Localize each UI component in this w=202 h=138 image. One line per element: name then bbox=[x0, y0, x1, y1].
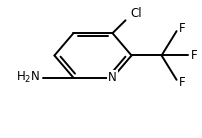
Text: F: F bbox=[178, 22, 184, 35]
Text: F: F bbox=[190, 49, 196, 62]
Text: H$_2$N: H$_2$N bbox=[16, 70, 40, 85]
Text: N: N bbox=[108, 71, 116, 84]
Text: F: F bbox=[178, 76, 184, 89]
Text: Cl: Cl bbox=[130, 7, 141, 20]
